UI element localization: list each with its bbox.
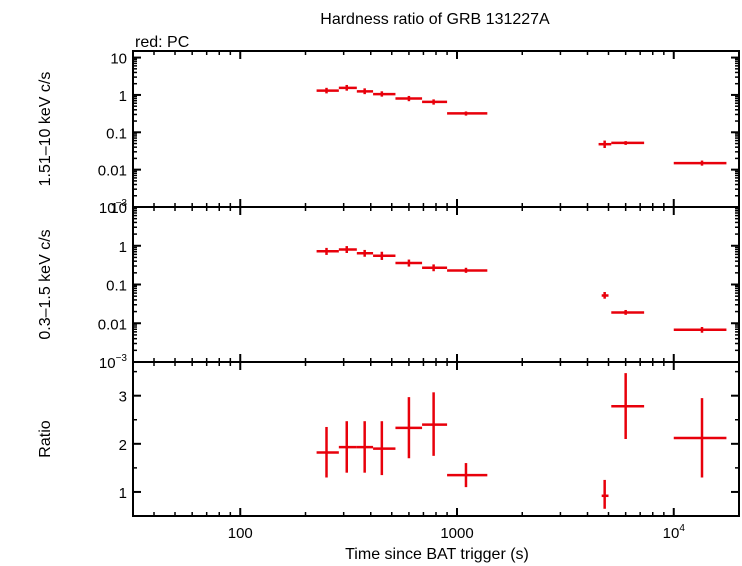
chart-title: Hardness ratio of GRB 131227A — [320, 11, 550, 28]
x-tick-label: 104 — [663, 523, 686, 542]
y-axis-label-ratio: Ratio — [37, 420, 54, 457]
x-tick-label: 100 — [228, 525, 253, 542]
legend-text: red: PC — [135, 34, 189, 51]
y-tick-label: 10 — [110, 200, 127, 217]
panel-frame-hard-band — [132, 50, 740, 208]
y-tick-label: 0.01 — [98, 316, 127, 333]
y-tick-label: 10−3 — [99, 198, 128, 217]
panel-frame-ratio — [132, 361, 740, 517]
plot-layer: 10 1 0.1 0.01 10−3 1.51–10 keV c/s 10 1 0.1 0.01 1… — [37, 50, 740, 542]
y-tick-label: 1 — [119, 485, 127, 502]
y-tick-label: 0.1 — [106, 125, 127, 142]
y-tick-label: 2 — [119, 437, 127, 454]
y-tick-label: 3 — [119, 389, 127, 406]
y-tick-label: 1 — [119, 239, 127, 256]
x-tick-label: 1000 — [440, 525, 473, 542]
y-tick-label: 10 — [110, 51, 127, 68]
panel-frame-soft-band — [132, 206, 740, 363]
y-tick-label: 1 — [119, 88, 127, 105]
x-axis-label: Time since BAT trigger (s) — [345, 546, 529, 563]
y-axis-label-hard-band: 1.51–10 keV c/s — [37, 72, 54, 187]
y-tick-label: 0.01 — [98, 163, 127, 180]
y-axis-label-soft-band: 0.3–1.5 keV c/s — [37, 229, 54, 339]
y-tick-label: 10−3 — [99, 353, 128, 372]
y-tick-label: 0.1 — [106, 278, 127, 295]
